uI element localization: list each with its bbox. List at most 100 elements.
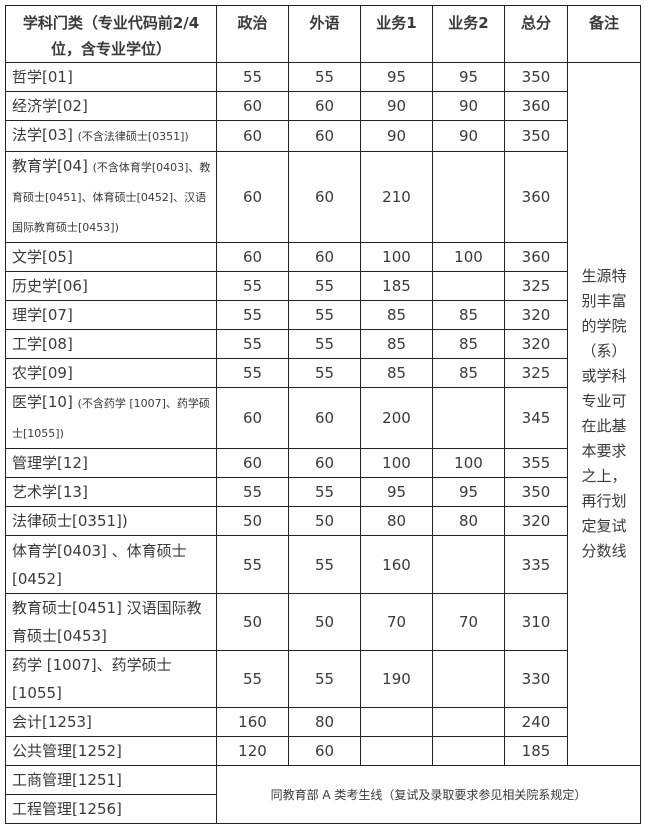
- score-cell: 100: [360, 448, 433, 478]
- score-cell: 100: [360, 242, 433, 272]
- score-cell: 200: [360, 387, 433, 449]
- table-row: 体育学[0403] 、体育硕士[0452] 55 55 160 335: [5, 535, 641, 594]
- score-cell: 95: [360, 62, 433, 92]
- score-cell: 60: [216, 387, 289, 449]
- score-cell: 330: [504, 650, 568, 708]
- score-cell: 60: [288, 151, 361, 243]
- score-cell: 55: [216, 358, 289, 388]
- score-cell: 50: [216, 506, 289, 536]
- discipline-cell: 教育学[04] (不含体育学[0403]、教育硕士[0451]、体育硕士[045…: [5, 151, 217, 243]
- score-cell: [360, 707, 433, 737]
- discipline-name: 工程管理[1256]: [5, 794, 217, 824]
- column-header: 备注: [567, 5, 641, 63]
- discipline-note: (不含体育学[0403]、教育硕士[0451]、体育硕士[0452]、汉语国际教…: [12, 161, 211, 234]
- score-cell: 55: [288, 300, 361, 330]
- table-row: 会计[1253] 160 80 240: [5, 707, 641, 737]
- discipline-name: 会计[1253]: [12, 713, 92, 731]
- discipline-cell: 历史学[06]: [5, 271, 217, 301]
- score-cell: 90: [360, 120, 433, 152]
- score-cell: 320: [504, 506, 568, 536]
- discipline-name: 工商管理[1251]: [5, 765, 217, 795]
- score-cell: 85: [360, 300, 433, 330]
- score-cell: 90: [432, 91, 505, 121]
- discipline-cell: 农学[09]: [5, 358, 217, 388]
- score-cell: 160: [360, 535, 433, 594]
- score-cell: 60: [288, 120, 361, 152]
- score-cell: 55: [288, 358, 361, 388]
- score-cell: 85: [432, 358, 505, 388]
- discipline-cell: 哲学[01]: [5, 62, 217, 92]
- discipline-name: 农学[09]: [12, 364, 73, 382]
- table-row: 艺术学[13] 55 55 95 95 350: [5, 477, 641, 507]
- discipline-name: 艺术学[13]: [12, 483, 88, 501]
- discipline-cell: 法律硕士[0351]): [5, 506, 217, 536]
- score-cell: 70: [360, 593, 433, 651]
- discipline-cell: 会计[1253]: [5, 707, 217, 737]
- score-cell: 55: [288, 650, 361, 708]
- score-cell: 360: [504, 91, 568, 121]
- column-header: 政治: [216, 5, 289, 63]
- score-cell: 310: [504, 593, 568, 651]
- score-cell: [432, 535, 505, 594]
- score-cell: 80: [288, 707, 361, 737]
- score-cell: 55: [216, 271, 289, 301]
- column-header: 学科门类（专业代码前2/4位，含专业学位）: [5, 5, 217, 63]
- discipline-name: 经济学[02]: [12, 97, 88, 115]
- score-cell: 60: [216, 151, 289, 243]
- score-cell: 80: [360, 506, 433, 536]
- discipline-cell: 药学 [1007]、药学硕士[1055]: [5, 650, 217, 708]
- discipline-note: (不含药学 [1007]、药学硕士[1055]): [12, 397, 210, 440]
- discipline-name: 法学[03]: [12, 126, 78, 144]
- score-cell: 320: [504, 300, 568, 330]
- score-cell: 55: [288, 329, 361, 359]
- table-row: 法学[03] (不含法律硕士[0351]) 60 60 90 90 350: [5, 120, 641, 152]
- table-row: 工学[08] 55 55 85 85 320: [5, 329, 641, 359]
- discipline-name: 管理学[12]: [12, 454, 88, 472]
- score-cell: 60: [288, 387, 361, 449]
- table-row: 经济学[02] 60 60 90 90 360: [5, 91, 641, 121]
- score-cell: 345: [504, 387, 568, 449]
- remark-cell: 生源特别丰富的学院（系）或学科专业可在此基本要求之上，再行划定复试分数线: [567, 62, 641, 766]
- column-header: 总分: [504, 5, 568, 63]
- table-row: 工程管理[1256]: [5, 794, 641, 824]
- discipline-cell: 经济学[02]: [5, 91, 217, 121]
- table-row: 理学[07] 55 55 85 85 320: [5, 300, 641, 330]
- score-cell: [432, 707, 505, 737]
- column-header: 外语: [288, 5, 361, 63]
- score-cell: 60: [288, 448, 361, 478]
- score-cell: 60: [216, 242, 289, 272]
- discipline-note: (不含法律硕士[0351]): [77, 130, 189, 143]
- table-row: 公共管理[1252] 120 60 185: [5, 736, 641, 766]
- score-cell: 55: [216, 477, 289, 507]
- score-cell: 320: [504, 329, 568, 359]
- score-cell: 160: [216, 707, 289, 737]
- score-cell: 80: [432, 506, 505, 536]
- score-cell: 185: [360, 271, 433, 301]
- score-cell: 325: [504, 358, 568, 388]
- discipline-cell: 工学[08]: [5, 329, 217, 359]
- score-cell: 350: [504, 477, 568, 507]
- table-row: 药学 [1007]、药学硕士[1055] 55 55 190 330: [5, 650, 641, 708]
- discipline-cell: 法学[03] (不含法律硕士[0351]): [5, 120, 217, 152]
- table-row: 教育学[04] (不含体育学[0403]、教育硕士[0451]、体育硕士[045…: [5, 151, 641, 243]
- score-cell: 55: [288, 62, 361, 92]
- discipline-cell: 管理学[12]: [5, 448, 217, 478]
- score-cell: 55: [216, 300, 289, 330]
- score-cell: 350: [504, 120, 568, 152]
- score-cell: 55: [216, 62, 289, 92]
- discipline-name: 历史学[06]: [12, 277, 88, 295]
- score-cell: 100: [432, 242, 505, 272]
- score-cell: [432, 151, 505, 243]
- score-cell: 50: [216, 593, 289, 651]
- discipline-name: 文学[05]: [12, 248, 73, 266]
- score-cell: 85: [432, 300, 505, 330]
- score-cell: 55: [288, 477, 361, 507]
- score-cell: 120: [216, 736, 289, 766]
- score-cell: 60: [216, 91, 289, 121]
- footer-note: 同教育部 A 类考生线（复试及录取要求参见相关院系规定）: [216, 765, 641, 824]
- discipline-name: 法律硕士[0351]): [12, 512, 128, 530]
- table-row: 农学[09] 55 55 85 85 325: [5, 358, 641, 388]
- score-cell: 335: [504, 535, 568, 594]
- score-cell: 355: [504, 448, 568, 478]
- score-cell: [432, 736, 505, 766]
